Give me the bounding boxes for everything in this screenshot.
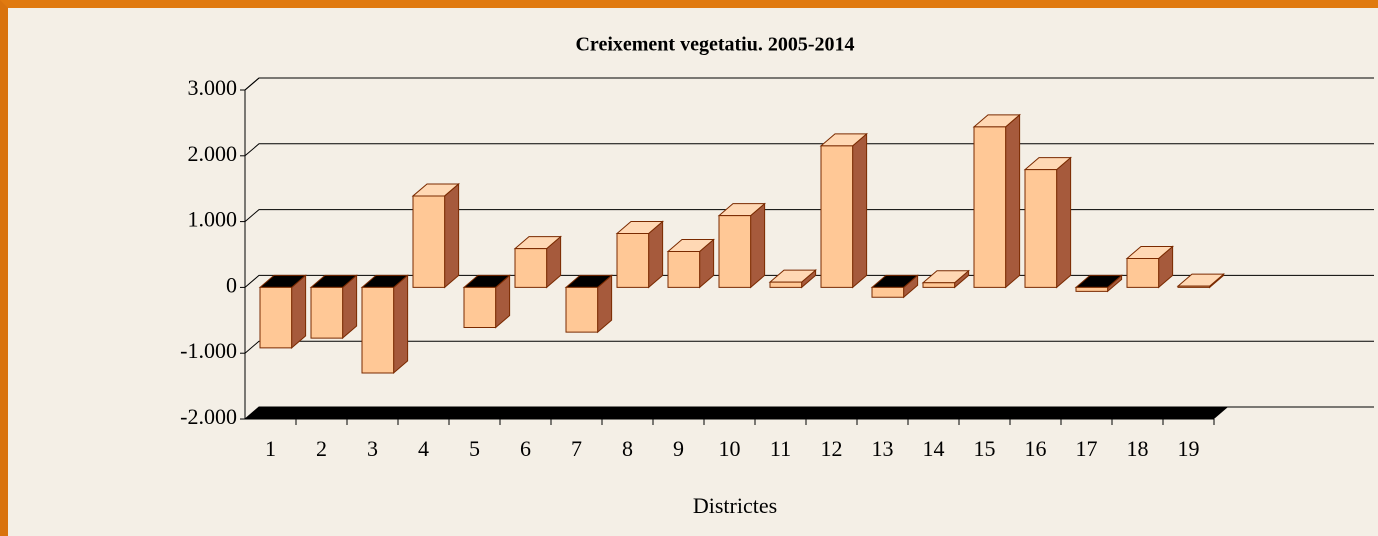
grid-line	[244, 77, 1374, 91]
bar-face	[871, 286, 905, 298]
x-tick-label: 15	[974, 436, 996, 461]
x-tick-label: 11	[770, 436, 791, 461]
chart-title: Creixement vegetatiu. 2005-2014	[575, 34, 854, 56]
x-tick-label: 16	[1025, 436, 1047, 461]
bar-face	[1177, 285, 1211, 288]
bar	[360, 274, 409, 375]
bar-face	[310, 286, 344, 339]
x-tick-label: 18	[1127, 436, 1149, 461]
bar	[615, 220, 664, 289]
y-tick-label: 3.000	[188, 75, 238, 100]
bar-face	[973, 126, 1007, 288]
bar-face	[1056, 156, 1072, 289]
y-tick-label: -2.000	[180, 404, 237, 429]
bar	[1023, 156, 1072, 289]
bar-face	[393, 274, 409, 375]
x-tick-label: 12	[821, 436, 843, 461]
x-tick-label: 9	[673, 436, 684, 461]
bar-face	[1024, 169, 1058, 288]
bar-face	[1126, 257, 1160, 288]
x-tick-label: 8	[622, 436, 633, 461]
y-tick-label: -1.000	[180, 338, 237, 363]
y-tick-label: 0	[226, 272, 237, 297]
x-tick-label: 5	[469, 436, 480, 461]
grid-line	[244, 143, 1374, 157]
bar	[411, 182, 460, 289]
bar	[564, 274, 613, 334]
bar	[258, 274, 307, 350]
floor	[245, 407, 1228, 419]
x-tick-label: 2	[316, 436, 327, 461]
y-tick-label: 1.000	[188, 207, 238, 232]
bar-face	[750, 202, 766, 289]
bar-face	[1075, 286, 1109, 292]
y-tick-label: 2.000	[188, 141, 238, 166]
bar	[921, 269, 970, 289]
x-tick-label: 10	[719, 436, 741, 461]
bar	[1176, 272, 1225, 289]
bar-face	[361, 286, 395, 374]
x-tick-label: 4	[418, 436, 429, 461]
x-tick-label: 14	[923, 436, 945, 461]
x-axis-label: Districtes	[693, 493, 777, 518]
bar	[462, 274, 511, 329]
bar	[666, 238, 715, 289]
bar-face	[514, 248, 548, 288]
bar-face	[667, 251, 701, 288]
bar-face	[259, 286, 293, 349]
x-tick-label: 19	[1178, 436, 1200, 461]
bar	[972, 113, 1021, 289]
x-tick-label: 7	[571, 436, 582, 461]
bar	[819, 132, 868, 289]
bar-face	[769, 281, 803, 288]
bar-face	[616, 232, 650, 288]
bar-face	[444, 182, 460, 289]
bar-face	[565, 286, 599, 333]
bar-face	[820, 145, 854, 288]
bar-face	[1005, 113, 1021, 289]
x-tick-label: 6	[520, 436, 531, 461]
x-tick-label: 17	[1076, 436, 1098, 461]
bar	[1074, 274, 1123, 293]
x-tick-label: 13	[872, 436, 894, 461]
bar	[1125, 245, 1174, 289]
bar	[309, 274, 358, 340]
bar-face	[718, 215, 752, 288]
bar-face	[412, 195, 446, 288]
bar-face	[922, 282, 956, 288]
bar-face	[463, 286, 497, 329]
bar	[870, 274, 919, 299]
bar-face	[852, 132, 868, 289]
x-tick-label: 1	[265, 436, 276, 461]
bar	[768, 269, 817, 289]
bar	[717, 202, 766, 289]
x-tick-label: 3	[367, 436, 378, 461]
grid-line	[244, 340, 1374, 354]
bar	[513, 235, 562, 289]
bar-face	[291, 274, 307, 350]
